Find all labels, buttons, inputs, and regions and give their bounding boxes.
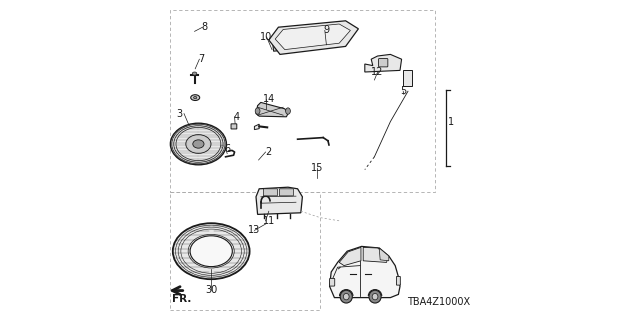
Ellipse shape bbox=[170, 123, 227, 165]
FancyBboxPatch shape bbox=[330, 278, 335, 286]
Polygon shape bbox=[330, 246, 400, 298]
Polygon shape bbox=[269, 21, 358, 54]
Ellipse shape bbox=[344, 293, 349, 300]
Ellipse shape bbox=[340, 290, 352, 303]
Text: 15: 15 bbox=[310, 163, 323, 173]
Polygon shape bbox=[365, 54, 402, 72]
Polygon shape bbox=[256, 102, 288, 117]
Ellipse shape bbox=[173, 223, 250, 279]
FancyBboxPatch shape bbox=[264, 189, 278, 196]
Polygon shape bbox=[254, 124, 259, 130]
Text: 4: 4 bbox=[234, 112, 240, 122]
Polygon shape bbox=[364, 247, 388, 262]
Text: 3: 3 bbox=[176, 108, 182, 119]
Text: 12: 12 bbox=[371, 67, 384, 77]
Ellipse shape bbox=[193, 97, 197, 99]
Polygon shape bbox=[380, 248, 389, 261]
Text: 13: 13 bbox=[248, 225, 260, 236]
FancyBboxPatch shape bbox=[280, 189, 293, 196]
Ellipse shape bbox=[186, 135, 211, 153]
Text: 6: 6 bbox=[224, 144, 230, 154]
Ellipse shape bbox=[372, 293, 378, 300]
Text: 9: 9 bbox=[323, 25, 330, 36]
Text: 11: 11 bbox=[262, 216, 275, 226]
FancyBboxPatch shape bbox=[397, 276, 401, 285]
Text: TBA4Z1000X: TBA4Z1000X bbox=[407, 297, 470, 307]
FancyBboxPatch shape bbox=[231, 124, 237, 129]
Polygon shape bbox=[275, 24, 351, 50]
Ellipse shape bbox=[285, 108, 291, 114]
Text: 5: 5 bbox=[400, 86, 406, 96]
Polygon shape bbox=[403, 70, 412, 86]
Ellipse shape bbox=[192, 72, 197, 75]
Text: FR.: FR. bbox=[172, 294, 191, 304]
Text: 2: 2 bbox=[266, 147, 272, 157]
Ellipse shape bbox=[221, 145, 223, 147]
Text: 10: 10 bbox=[259, 32, 272, 42]
Text: 1: 1 bbox=[448, 116, 454, 127]
Ellipse shape bbox=[369, 290, 381, 303]
Polygon shape bbox=[339, 247, 361, 266]
Polygon shape bbox=[273, 44, 282, 51]
FancyBboxPatch shape bbox=[379, 59, 388, 67]
Polygon shape bbox=[256, 187, 302, 214]
Ellipse shape bbox=[193, 140, 204, 148]
Ellipse shape bbox=[191, 95, 200, 100]
Text: 14: 14 bbox=[262, 94, 275, 104]
Text: 8: 8 bbox=[202, 22, 208, 32]
Ellipse shape bbox=[255, 108, 260, 114]
Ellipse shape bbox=[190, 236, 232, 267]
Text: 7: 7 bbox=[198, 54, 205, 64]
Text: 30: 30 bbox=[205, 284, 218, 295]
